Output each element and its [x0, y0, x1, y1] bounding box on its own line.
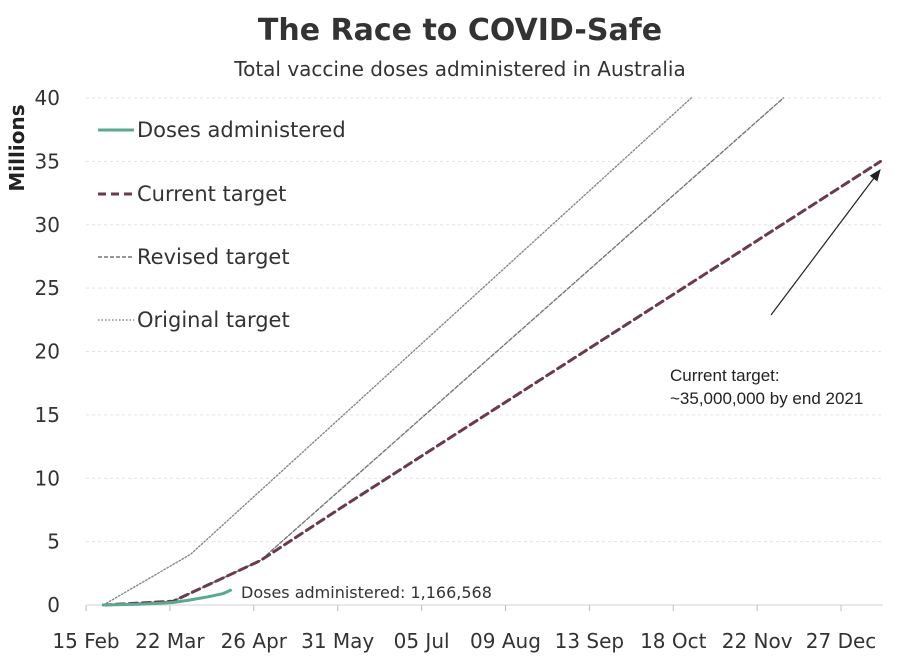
y-tick-label: 25: [35, 276, 60, 300]
y-tick-label: 30: [35, 213, 60, 237]
legend-label-current: Current target: [137, 182, 286, 206]
x-tick-label: 22 Mar: [135, 629, 205, 653]
y-tick-label: 35: [35, 149, 60, 173]
series-lines: [101, 97, 882, 607]
series-line-original-target: [102, 97, 692, 606]
y-tick-labels: 0 5 10 15 20 25 30 35 40: [35, 86, 60, 617]
x-tick-label: 26 Apr: [221, 629, 288, 653]
y-tick-label: 10: [35, 466, 60, 490]
x-tick-label: 22 Nov: [722, 629, 793, 653]
y-tick-label: 20: [35, 340, 60, 364]
x-tick-label: 15 Feb: [52, 629, 119, 653]
x-tick-label: 27 Dec: [806, 629, 877, 653]
x-tick-label: 09 Aug: [470, 629, 541, 653]
grid: [86, 97, 883, 606]
chart-title: The Race to COVID-Safe: [258, 13, 662, 48]
legend-label-original: Original target: [137, 308, 290, 332]
y-tick-label: 5: [47, 530, 60, 554]
x-tick-label: 18 Oct: [640, 629, 707, 653]
y-axis-label: Millions: [5, 104, 29, 191]
y-tick-label: 15: [35, 403, 60, 427]
annotation-current-target-line2: ~35,000,000 by end 2021: [670, 389, 863, 408]
x-tick-label: 13 Sep: [555, 629, 625, 653]
annotation-arrow: [770, 169, 881, 316]
y-tick-label: 40: [35, 86, 60, 110]
x-tick-label: 05 Jul: [394, 629, 450, 653]
legend-label-revised: Revised target: [137, 245, 290, 269]
x-tick-label: 31 May: [301, 629, 374, 653]
series-line-doses-administered: [101, 588, 232, 607]
chart-subtitle: Total vaccine doses administered in Aust…: [233, 57, 685, 81]
annotation-doses-administered: Doses administered: 1,166,568: [241, 583, 492, 602]
y-tick-label: 0: [47, 593, 60, 617]
annotation-current-target-line1: Current target:: [670, 366, 780, 385]
legend: Doses administered Current target Revise…: [98, 118, 346, 332]
legend-label-doses: Doses administered: [137, 118, 346, 142]
x-tick-labels: 15 Feb 22 Mar 26 Apr 31 May 05 Jul 09 Aug 13 S…: [52, 604, 883, 653]
